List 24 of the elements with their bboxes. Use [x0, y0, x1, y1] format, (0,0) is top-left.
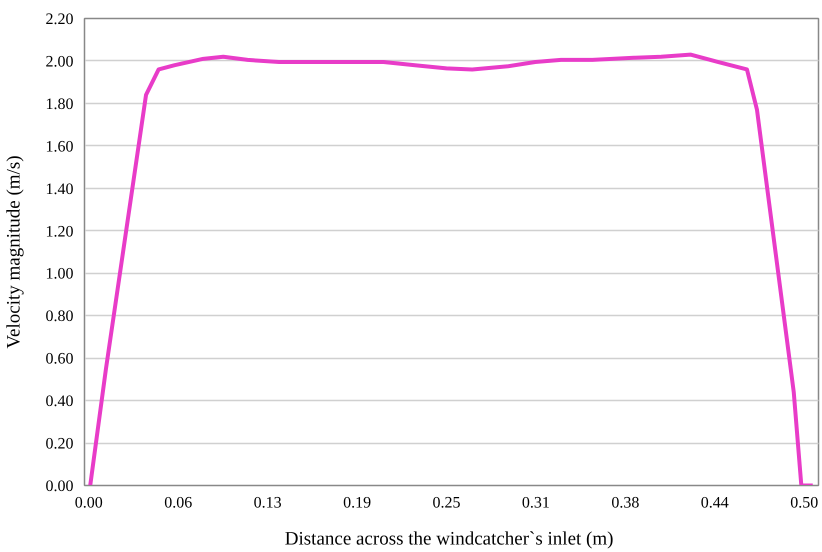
x-tick-label: 0.19 — [343, 494, 372, 512]
x-tick-label: 0.00 — [74, 494, 103, 512]
y-tick-label: 0.20 — [46, 436, 74, 453]
y-tick-label: 0.60 — [46, 350, 74, 368]
y-tick-label: 1.80 — [46, 96, 74, 113]
x-tick-label: 0.50 — [790, 494, 818, 512]
y-tick-label: 2.00 — [46, 53, 74, 70]
x-tick-label: 0.38 — [611, 494, 640, 512]
y-axis-title: Velocity magnitude (m/s) — [4, 155, 24, 349]
line-series — [88, 52, 815, 486]
y-tick-label: 1.40 — [46, 180, 74, 198]
x-axis-title: Distance across the windcatcher`s inlet (m) — [284, 528, 614, 550]
y-tick-label: 1.60 — [46, 138, 74, 156]
y-tick-label: 0.80 — [46, 308, 74, 326]
x-tick-label: 0.25 — [432, 494, 460, 512]
y-tick-label: 2.20 — [46, 11, 74, 28]
y-tick-label: 0.00 — [46, 478, 74, 495]
y-tick-label: 1.00 — [46, 266, 74, 283]
x-tick-label: 0.31 — [522, 494, 550, 512]
y-tick-label: 1.20 — [46, 223, 74, 240]
x-tick-label: 0.06 — [164, 494, 192, 512]
x-tick-label: 0.44 — [700, 494, 729, 512]
y-tick-label: 0.40 — [46, 393, 74, 410]
x-tick-label: 0.13 — [254, 494, 282, 512]
